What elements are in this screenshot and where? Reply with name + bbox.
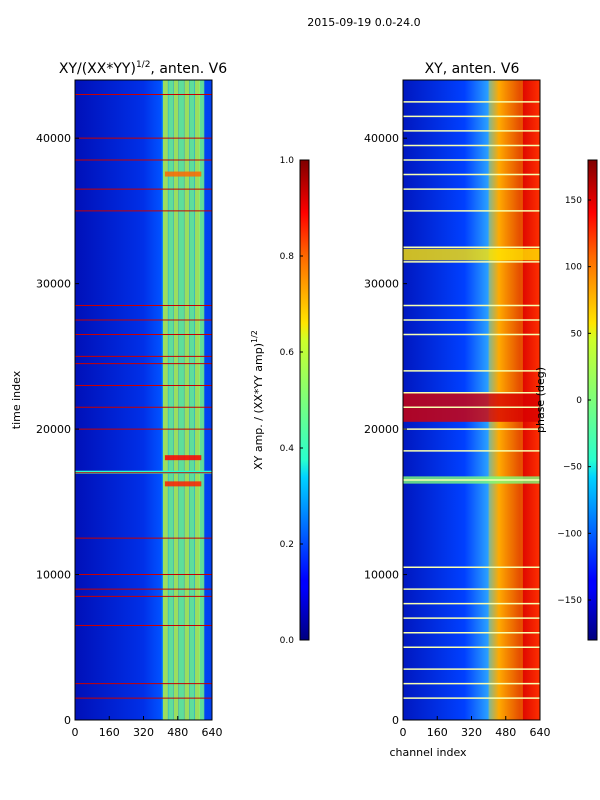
left-hot-band (164, 171, 202, 177)
right-colorbar-ticks: 150 100 50 0 −50 −100 −150 (557, 196, 591, 606)
left-x-tick-label: 0 (72, 726, 79, 739)
right-x-tick-label: 640 (530, 726, 551, 739)
left-title-tail: , anten. V6 (150, 61, 227, 77)
colorbar-tick-label: 0.4 (280, 444, 295, 454)
colorbar-tick-label: 0.8 (280, 252, 295, 262)
left-bright-column (162, 80, 168, 720)
right-x-tick-label: 0 (400, 726, 407, 739)
right-y-tick-label: 40000 (364, 132, 399, 145)
left-panel: XY/(XX*YY)1/2, anten. V6 0 160 320 480 640 0… (10, 60, 227, 739)
right-y-tick-label: 30000 (364, 278, 399, 291)
left-hot-band (164, 481, 202, 487)
left-heatmap-horizontal-lines (75, 94, 212, 699)
right-y-axis: 0 10000 20000 30000 40000 (364, 132, 407, 727)
right-x-axis-label: channel index (389, 746, 467, 759)
colorbar-tick-label: 0 (576, 396, 582, 406)
left-y-tick-label: 40000 (36, 132, 71, 145)
colorbar-tick-label: 150 (565, 196, 582, 206)
left-bright-column (178, 80, 184, 720)
right-panel-title: XY, anten. V6 (425, 61, 520, 77)
left-y-axis-label: time index (10, 370, 23, 429)
left-title-sup: 1/2 (136, 60, 150, 70)
colorbar-tick-label: −100 (557, 529, 582, 539)
left-x-tick-label: 320 (133, 726, 154, 739)
left-colorbar-ticks: 0.0 0.2 0.4 0.6 0.8 1.0 (280, 156, 303, 646)
left-panel-title: XY/(XX*YY)1/2, anten. V6 (59, 60, 227, 77)
right-heatmap-horizontal-lines (403, 101, 540, 699)
colorbar-tick-label: 0.6 (280, 348, 295, 358)
left-bright-column (168, 80, 174, 720)
colorbar-tick-label: 100 (565, 263, 582, 273)
left-x-tick-label: 480 (167, 726, 188, 739)
right-x-tick-label: 320 (461, 726, 482, 739)
right-y-tick-label: 20000 (364, 423, 399, 436)
right-colorbar: 150 100 50 0 −50 −100 −150 phase (deg) (534, 159, 598, 641)
left-y-tick-label: 0 (64, 714, 71, 727)
left-heatmap-bright-columns (75, 80, 212, 720)
left-bright-column (199, 80, 205, 720)
left-x-tick-label: 160 (99, 726, 120, 739)
colorbar-tick-label: 50 (571, 329, 583, 339)
left-y-tick-label: 20000 (36, 423, 71, 436)
right-colorbar-label: phase (deg) (534, 367, 547, 433)
colorbar-tick-label: 1.0 (280, 156, 295, 166)
right-phase-band (403, 248, 540, 261)
left-bright-column (184, 80, 190, 720)
left-x-tick-label: 640 (202, 726, 223, 739)
right-y-tick-label: 10000 (364, 569, 399, 582)
right-x-tick-label: 480 (495, 726, 516, 739)
colorbar-tick-label: −150 (557, 596, 582, 606)
left-colorbar-gradient (299, 159, 310, 641)
colorbar-tick-label: 0.0 (280, 636, 295, 646)
left-y-tick-label: 10000 (36, 569, 71, 582)
left-colorbar-label-sup: 1/2 (250, 330, 259, 343)
left-y-tick-label: 30000 (36, 278, 71, 291)
figure-suptitle: 2015-09-19 0.0-24.0 (307, 16, 420, 29)
colorbar-tick-label: 0.2 (280, 540, 294, 550)
right-x-tick-label: 160 (427, 726, 448, 739)
left-colorbar: 0.0 0.2 0.4 0.6 0.8 1.0 XY amp. / (XX*YY amp)… (250, 156, 310, 646)
right-y-tick-label: 0 (392, 714, 399, 727)
left-bright-column (189, 80, 195, 720)
left-hot-band (164, 455, 202, 461)
left-colorbar-label: XY amp. / (XX*YY amp)1/2 (250, 330, 265, 470)
right-x-axis: 0 160 320 480 640 (400, 716, 551, 739)
left-colorbar-label-main: XY amp. / (XX*YY amp) (252, 343, 265, 470)
left-x-axis: 0 160 320 480 640 (72, 716, 223, 739)
left-bright-column (195, 80, 201, 720)
colorbar-tick-label: −50 (563, 463, 582, 473)
right-panel: XY, anten. V6 0 160 320 480 640 0 10000 20000 3… (364, 61, 551, 759)
left-y-axis: 0 10000 20000 30000 40000 (36, 132, 79, 727)
left-bright-column (173, 80, 179, 720)
left-title-main: XY/(XX*YY) (59, 61, 136, 77)
